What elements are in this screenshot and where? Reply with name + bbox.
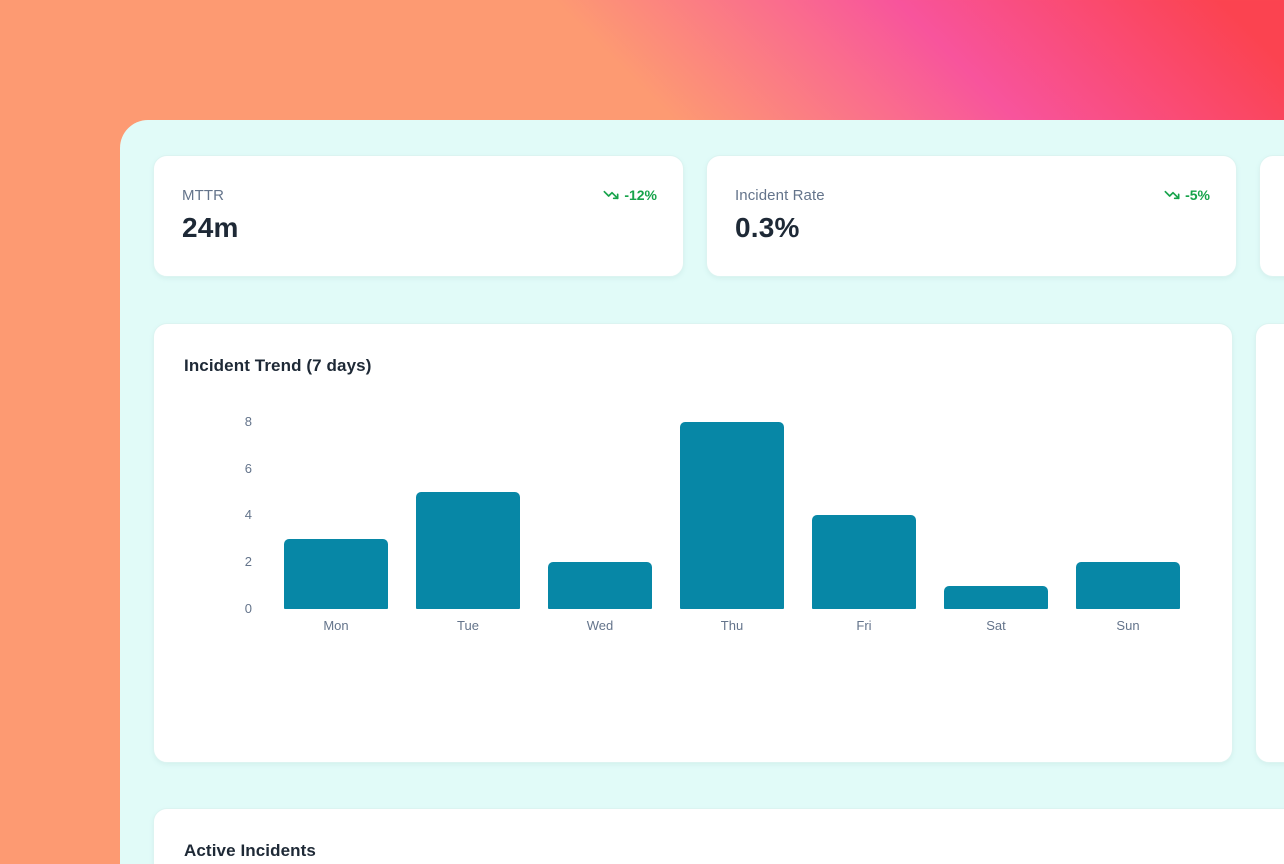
bar-slot: Thu xyxy=(666,411,798,633)
bar-area xyxy=(534,411,666,609)
x-axis-label: Tue xyxy=(457,618,479,633)
bar-fri[interactable] xyxy=(812,515,916,609)
kpi-label: MTTR xyxy=(182,187,225,204)
bar-area xyxy=(270,411,402,609)
x-axis-label: Mon xyxy=(323,618,349,633)
bar-sun[interactable] xyxy=(1076,562,1180,609)
kpi-card-partial xyxy=(1259,155,1284,277)
x-axis-label: Sat xyxy=(986,618,1006,633)
bar-slot: Sat xyxy=(930,411,1062,633)
bottom-row: Active Incidents xyxy=(153,808,1284,864)
kpi-card-incident-rate: Incident Rate 0.3% -5% xyxy=(706,155,1237,277)
kpi-value: 0.3% xyxy=(735,212,800,243)
y-tick-label: 6 xyxy=(244,460,252,476)
bar-area xyxy=(798,411,930,609)
chart-card-partial xyxy=(1255,323,1284,763)
bar-wed[interactable] xyxy=(548,562,652,609)
bar-area xyxy=(1062,411,1194,609)
bar-area xyxy=(930,411,1062,609)
trending-down-icon xyxy=(1164,187,1180,203)
active-incidents-title: Active Incidents xyxy=(184,841,316,860)
y-tick-label: 8 xyxy=(244,413,252,429)
y-tick-label: 4 xyxy=(244,507,252,523)
x-axis-label: Thu xyxy=(720,618,744,633)
trend-value: -5% xyxy=(1185,187,1210,203)
y-tick-label: 0 xyxy=(244,601,252,616)
y-axis: 0 2 4 6 8 xyxy=(184,411,254,616)
bar-slot: Sun xyxy=(1062,411,1194,633)
bar-slot: Tue xyxy=(402,411,534,633)
bar-sat[interactable] xyxy=(944,585,1048,609)
chart-row: Incident Trend (7 days) 0 2 4 6 8 Mon Tue Wed T… xyxy=(153,323,1284,763)
trending-down-icon xyxy=(603,187,619,203)
active-incidents-card: Active Incidents xyxy=(153,808,1284,864)
chart-title: Incident Trend (7 days) xyxy=(184,356,372,375)
bar-mon[interactable] xyxy=(284,538,388,609)
kpi-label: Incident Rate xyxy=(735,187,825,204)
bar-area xyxy=(666,411,798,609)
incident-trend-card: Incident Trend (7 days) 0 2 4 6 8 Mon Tue Wed T… xyxy=(153,323,1233,763)
y-tick-label: 2 xyxy=(244,554,252,570)
bar-thu[interactable] xyxy=(680,421,784,609)
x-axis-label: Fri xyxy=(856,618,872,633)
trend-badge: -12% xyxy=(603,187,657,203)
bar-area xyxy=(402,411,534,609)
bar-slot: Wed xyxy=(534,411,666,633)
trend-value: -12% xyxy=(624,187,657,203)
dashboard-panel: MTTR 24m -12% Incident Rate 0.3% xyxy=(120,120,1284,864)
bar-tue[interactable] xyxy=(416,492,520,609)
x-axis-label: Wed xyxy=(586,618,614,633)
kpi-card-mttr: MTTR 24m -12% xyxy=(153,155,684,277)
bar-slot: Mon xyxy=(270,411,402,633)
trend-badge: -5% xyxy=(1164,187,1210,203)
kpi-value: 24m xyxy=(182,212,239,243)
bar-chart: 0 2 4 6 8 Mon Tue Wed Thu Fri Sat Sun xyxy=(184,411,1202,633)
kpi-row: MTTR 24m -12% Incident Rate 0.3% xyxy=(153,155,1284,277)
bar-chart-bars: Mon Tue Wed Thu Fri Sat Sun xyxy=(254,411,1194,633)
x-axis-label: Sun xyxy=(1116,618,1140,633)
bar-slot: Fri xyxy=(798,411,930,633)
